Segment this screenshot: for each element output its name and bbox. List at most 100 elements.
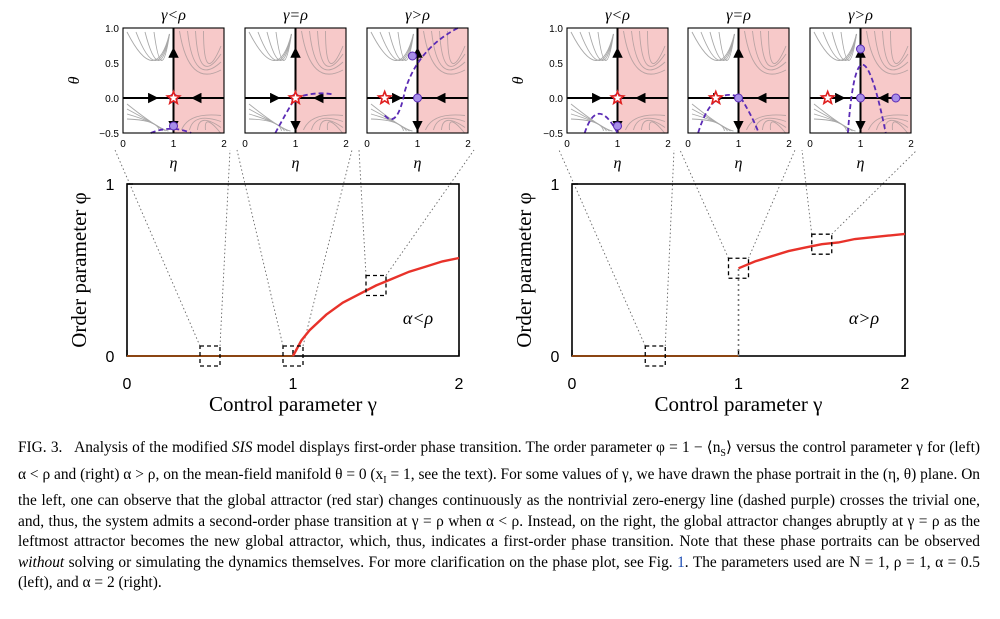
streamline (126, 118, 160, 132)
streamline (126, 113, 163, 132)
highlight-box (199, 345, 221, 367)
caption-text-2: model displays first-order phase transit… (252, 439, 721, 456)
positive-region-shading (617, 28, 668, 133)
inset-eta-tick: 1 (415, 139, 421, 150)
streamline (623, 30, 666, 75)
inset-eta-label: η (857, 155, 865, 172)
inset-eta-tick: 0 (242, 139, 248, 150)
global-attractor-star (165, 89, 182, 106)
inset-theta-tick: −0.5 (543, 129, 563, 140)
inset-title: γ<ρ (605, 7, 630, 24)
streamline (425, 114, 466, 131)
streamline (813, 118, 847, 132)
x-axis-label: Control parameter γ (209, 392, 377, 416)
phase-portrait-inset: γ>ρ 0 1 2 η (807, 7, 914, 172)
global-attractor-star (287, 89, 304, 106)
x-tick-label: 1 (734, 376, 743, 393)
figure-reference-link[interactable]: 1 (677, 553, 685, 571)
highlight-box (811, 233, 833, 255)
inset-eta-tick: 0 (564, 139, 570, 150)
streamline (179, 30, 222, 75)
caption-text-5: solving or simulating the dynamics thems… (64, 553, 678, 571)
streamline (597, 31, 614, 61)
streamline (588, 31, 614, 61)
streamline (370, 113, 407, 132)
highlight-box (365, 274, 387, 297)
streamline (866, 30, 909, 75)
inset-frame (122, 27, 225, 134)
y-tick-label: 1 (551, 177, 560, 194)
streamline (325, 30, 344, 64)
streamline (691, 118, 725, 132)
inset-eta-tick: 1 (293, 139, 299, 150)
phase-portrait-inset: γ=ρ 0 1 2 η (242, 7, 349, 172)
streamline (631, 30, 666, 71)
caption-emphasis: without (18, 553, 65, 571)
streamline (317, 30, 344, 67)
streamline (762, 119, 787, 131)
inset-eta-tick: 2 (908, 139, 914, 150)
global-attractor-star (609, 89, 626, 106)
order-parameter-curve (738, 232, 906, 270)
streamline (447, 30, 466, 64)
streamline (153, 31, 170, 61)
inset-eta-tick: 1 (615, 139, 621, 150)
inset-theta-tick: −0.5 (99, 129, 119, 140)
inset-eta-tick: 1 (171, 139, 177, 150)
caption-sub-s: S (720, 448, 726, 460)
connector-line (219, 149, 231, 347)
streamline (891, 121, 909, 134)
streamline (326, 121, 344, 134)
connector-line (385, 149, 475, 276)
inset-title: γ=ρ (283, 7, 308, 24)
x-tick-label: 0 (123, 376, 132, 393)
global-attractor-star (707, 89, 725, 106)
streamline (423, 30, 466, 75)
streamline (625, 114, 666, 131)
streamline (744, 30, 787, 75)
streamline (397, 31, 414, 61)
streamline (195, 30, 222, 67)
fixed-point-marker (613, 121, 622, 131)
inset-frame (809, 27, 912, 134)
inset-title: γ<ρ (161, 7, 186, 24)
inset-frame (687, 27, 790, 134)
inset-theta-tick: 0.5 (549, 59, 563, 70)
order-parameter-curve (291, 256, 460, 357)
streamline (746, 114, 787, 131)
streamline (633, 117, 666, 131)
connector-line (679, 149, 729, 259)
inset-theta-tick: 0.0 (105, 94, 119, 105)
fixed-point-marker (891, 93, 901, 103)
global-attractor-star (376, 89, 394, 106)
streamline (433, 117, 466, 131)
streamline (691, 113, 728, 132)
inset-eta-tick: 2 (465, 139, 471, 150)
inset-title: γ=ρ (726, 7, 751, 24)
inset-eta-tick: 2 (221, 139, 227, 150)
inset-eta-tick: 0 (364, 139, 370, 150)
positive-region-shading (173, 28, 224, 133)
x-axis-label: Control parameter γ (655, 392, 823, 416)
positive-region-shading (295, 28, 346, 133)
condition-label: α<ρ (403, 308, 434, 328)
caption-text-1: Analysis of the modified (74, 439, 232, 456)
streamline (303, 114, 344, 131)
streamline (319, 119, 344, 131)
streamline (189, 117, 222, 131)
inset-theta-tick: 0.0 (549, 94, 563, 105)
x-tick-label: 1 (289, 376, 298, 393)
inset-frame (566, 27, 669, 134)
positive-region-shading (417, 28, 468, 133)
streamline (275, 31, 292, 61)
nontrivial-zero-energy-line (583, 113, 619, 134)
streamline (647, 30, 666, 64)
streamline (309, 30, 344, 71)
streamline (874, 30, 909, 71)
streamline (570, 118, 604, 132)
highlight-box (644, 345, 666, 367)
streamline (144, 31, 170, 61)
x-tick-label: 0 (568, 376, 577, 393)
nontrivial-zero-energy-line (846, 64, 887, 134)
